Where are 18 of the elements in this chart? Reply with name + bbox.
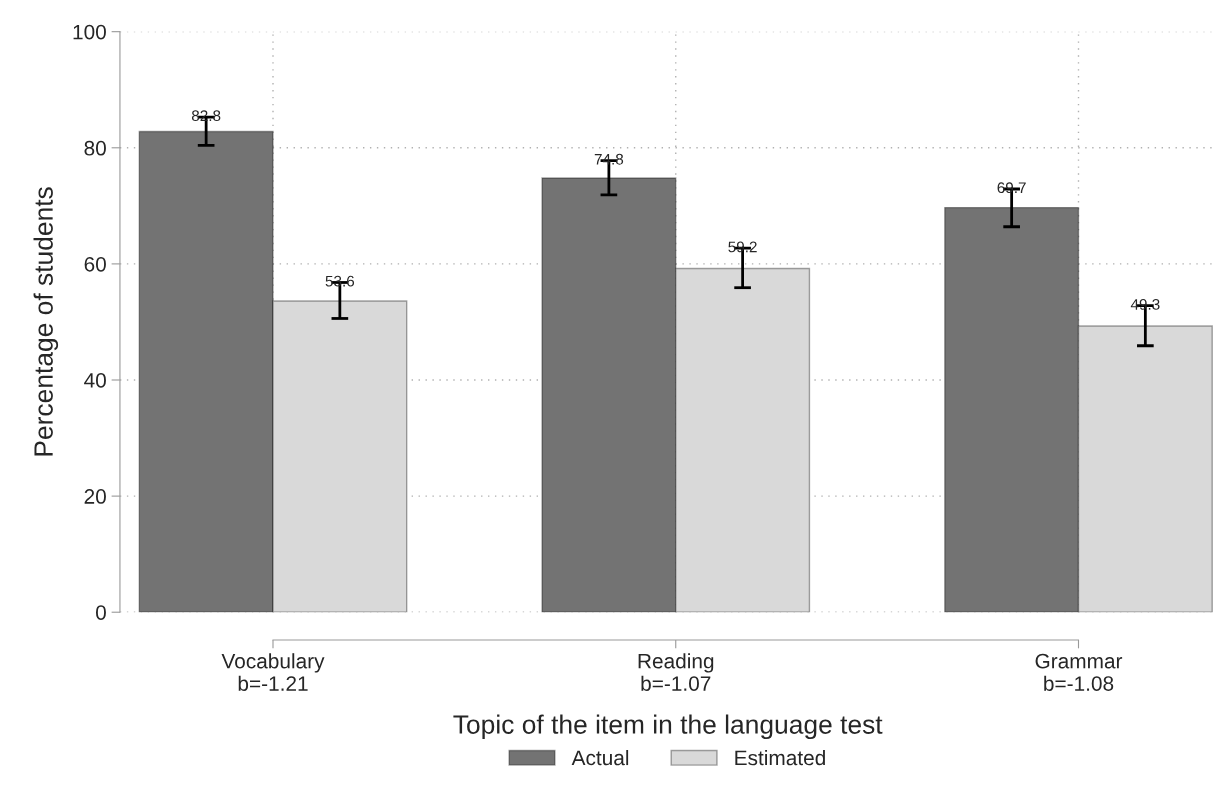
data-label: 53.6	[325, 275, 355, 287]
data-label: 74.8	[594, 153, 624, 165]
y-axis-title: Percentage of students	[33, 187, 59, 456]
data-label: 82.8	[191, 110, 221, 122]
y-tick-label: 100	[73, 24, 106, 40]
y-tick-label: 0	[95, 605, 106, 620]
x-tick-label: Vocabulary b=-1.21	[221, 653, 325, 691]
x-axis-title: Topic of the item in the language test	[453, 714, 883, 740]
y-tick-label: 60	[84, 256, 106, 272]
y-tick-label: 40	[84, 373, 106, 388]
data-label: 69.7	[997, 182, 1026, 194]
legend-label: Actual	[571, 749, 629, 766]
x-tick-label: Grammar b=-1.08	[1035, 653, 1123, 691]
data-label: 59.2	[728, 241, 757, 253]
x-tick-label: Reading b=-1.07	[638, 653, 714, 691]
y-tick-label: 80	[84, 140, 106, 156]
legend-label: Estimated	[735, 749, 825, 766]
y-tick-label: 20	[84, 489, 106, 504]
